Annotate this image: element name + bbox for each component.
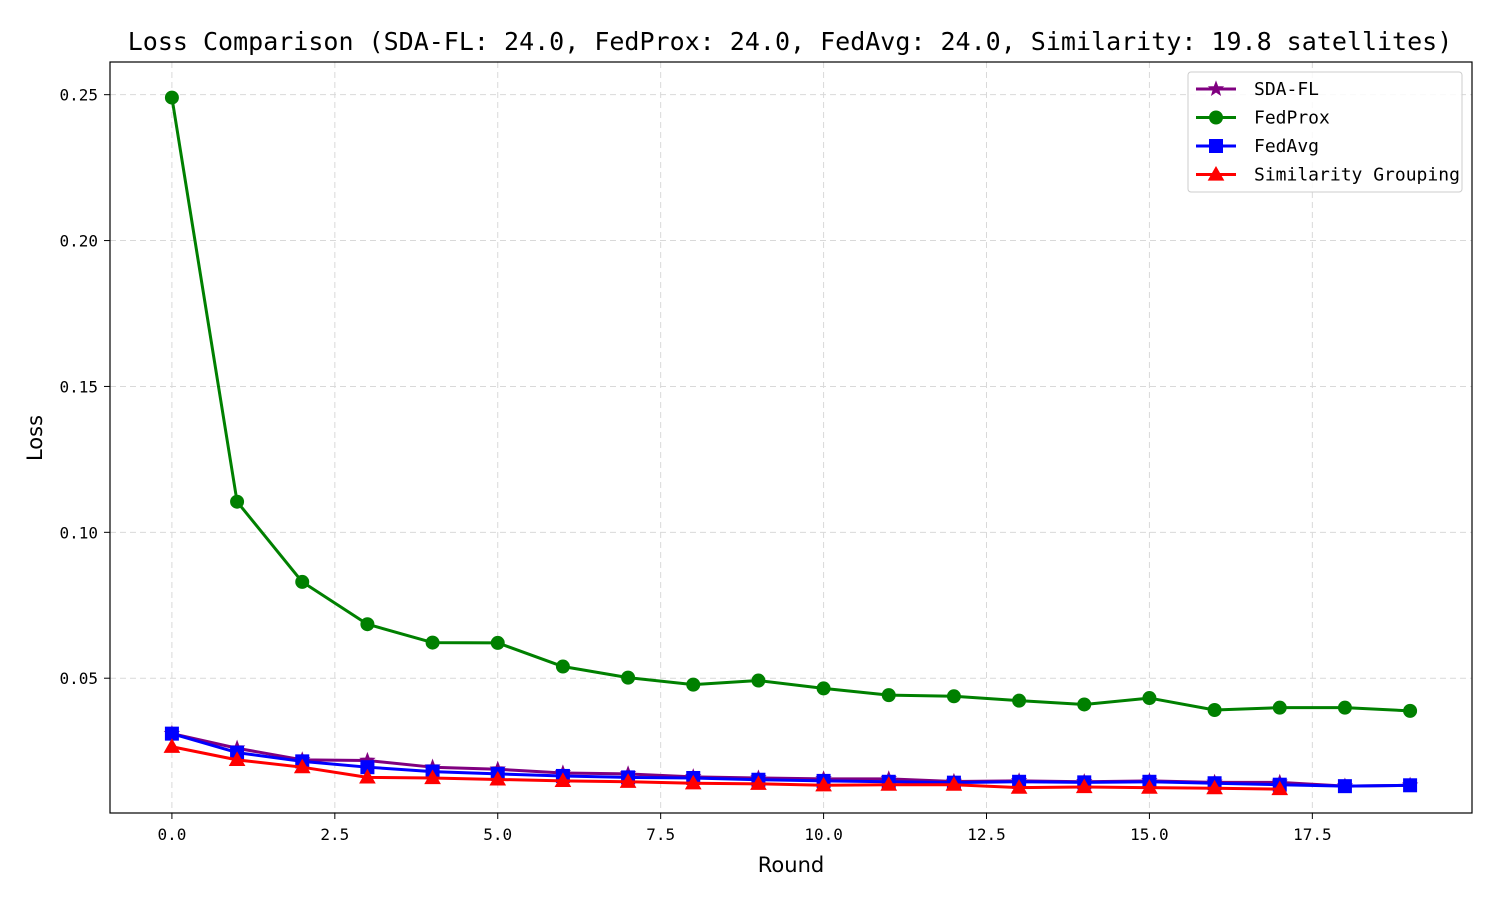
data-point [1207, 166, 1225, 181]
legend-item: SDA-FL [1196, 79, 1319, 100]
data-point [554, 772, 572, 788]
series-line [171, 732, 1411, 788]
data-point [815, 776, 832, 792]
legend: SDA-FL FedProx FedAvg Similarity Grouping [1187, 71, 1463, 193]
plot-series [163, 90, 1419, 796]
data-point [164, 90, 179, 105]
series-line [171, 745, 1280, 791]
x-tick-label: 17.5 [1293, 825, 1332, 844]
data-point [489, 770, 507, 786]
y-axis-label: Loss [23, 415, 47, 461]
data-point [684, 774, 702, 790]
legend-item: FedAvg [1196, 136, 1319, 157]
data-point [164, 726, 179, 741]
data-point [1010, 779, 1028, 794]
series-line [170, 97, 1411, 713]
legend-label: FedProx [1254, 108, 1330, 129]
y-tick-label: 0.15 [59, 377, 98, 396]
data-point [1206, 779, 1223, 795]
data-point [424, 769, 441, 785]
chart-title: Loss Comparison (SDA-FL: 24.0, FedProx: … [128, 27, 1453, 56]
data-point [425, 635, 440, 650]
data-point [1337, 700, 1352, 715]
legend-item: FedProx [1196, 108, 1330, 129]
data-point [881, 688, 896, 703]
data-point [1209, 139, 1223, 153]
data-point [750, 775, 767, 790]
y-tick-label: 0.25 [59, 86, 98, 105]
x-tick-label: 0.0 [157, 825, 186, 844]
data-point [163, 738, 181, 753]
data-point [1337, 779, 1352, 794]
legend-label: FedAvg [1254, 136, 1319, 157]
series-fedprox [164, 90, 1418, 718]
data-point [1207, 80, 1225, 96]
data-point [751, 673, 766, 688]
data-point [1077, 697, 1092, 712]
legend-box [1187, 71, 1463, 193]
data-point [1271, 780, 1289, 796]
data-point [1272, 700, 1287, 715]
data-point [293, 758, 311, 774]
data-point [555, 659, 570, 674]
data-point [1403, 703, 1418, 718]
data-point [359, 768, 376, 784]
x-tick-label: 12.5 [967, 825, 1006, 844]
x-tick-label: 10.0 [804, 825, 843, 844]
legend-item: Similarity Grouping [1196, 165, 1460, 186]
data-point [945, 776, 963, 791]
x-axis-label: Round [758, 853, 824, 877]
y-tick-label: 0.05 [59, 669, 98, 688]
series-line [171, 732, 1411, 788]
data-point [1141, 779, 1158, 794]
plot-frame [109, 61, 1473, 814]
legend-label: Similarity Grouping [1254, 165, 1460, 186]
x-tick-label: 7.5 [646, 825, 675, 844]
data-point [619, 773, 637, 788]
legend-label: SDA-FL [1254, 79, 1319, 100]
y-tick-label: 0.10 [59, 523, 98, 542]
data-point [946, 689, 961, 704]
data-point [1209, 110, 1223, 125]
data-point [230, 494, 245, 509]
data-point [686, 677, 701, 692]
y-tick-label: 0.20 [59, 232, 98, 251]
data-point [1403, 778, 1418, 793]
data-point [816, 681, 831, 696]
series-similarity-grouping [163, 738, 1289, 796]
data-point [1012, 693, 1027, 708]
data-point [1075, 778, 1093, 794]
x-tick-label: 2.5 [320, 825, 349, 844]
data-point [360, 617, 375, 632]
axis-ticks: 0.0 2.5 5.0 7.5 10.0 12.5 15.0 17.5 0.05 0.10 0.15… [59, 86, 1331, 844]
data-point [228, 751, 246, 767]
data-point [880, 776, 898, 791]
x-tick-label: 15.0 [1130, 825, 1169, 844]
data-point [490, 635, 505, 650]
data-point [295, 574, 310, 589]
data-point [1207, 703, 1222, 718]
data-point [1142, 691, 1157, 706]
data-point [621, 670, 636, 685]
x-tick-label: 5.0 [483, 825, 512, 844]
